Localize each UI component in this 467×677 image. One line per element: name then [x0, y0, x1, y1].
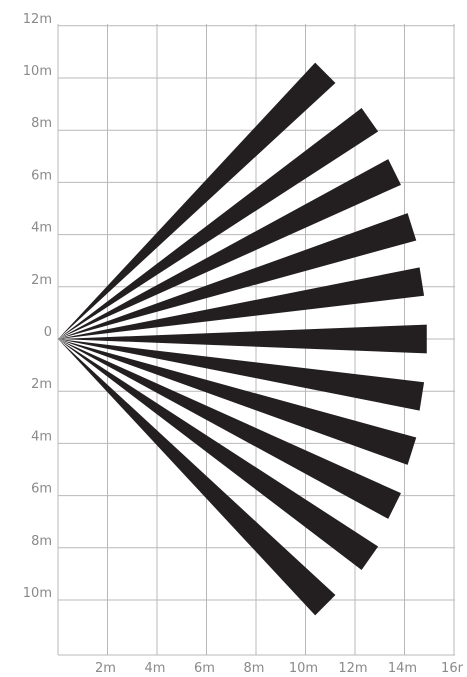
detection-beam [58, 339, 425, 411]
y-tick-label: 10m [23, 586, 52, 601]
x-tick-label: 6m [194, 661, 215, 676]
x-tick-label: 4m [145, 661, 166, 676]
y-tick-label: 4m [31, 429, 52, 444]
detection-beam [58, 159, 401, 339]
y-tick-label: 12m [23, 12, 52, 27]
detection-beam [58, 339, 417, 465]
x-axis-labels: 2m 4m 6m 8m 10m 12m 14m 16r [95, 661, 464, 676]
detection-beam [58, 267, 425, 339]
x-tick-label: 16r [441, 661, 464, 676]
detection-beam [58, 339, 401, 519]
detection-beam [58, 108, 379, 340]
x-tick-label: 12m [338, 661, 367, 676]
y-tick-label: 6m [31, 168, 52, 183]
y-tick-label: 4m [31, 221, 52, 236]
detection-beam [58, 62, 336, 340]
x-tick-label: 8m [244, 661, 265, 676]
y-axis-labels: 12m 10m 8m 6m 4m 2m 0 2m 4m 6m 8m 10m [23, 12, 52, 601]
x-tick-label: 10m [289, 661, 318, 676]
y-tick-label: 8m [31, 534, 52, 549]
y-tick-label: 2m [31, 377, 52, 392]
x-tick-label: 14m [388, 661, 417, 676]
y-tick-label: 10m [23, 64, 52, 79]
x-tick-label: 2m [95, 661, 116, 676]
detection-beam [58, 339, 379, 570]
beam-group [58, 62, 427, 616]
y-tick-label: 2m [31, 273, 52, 288]
detection-beam [58, 324, 427, 354]
detection-beam [58, 213, 417, 339]
y-tick-label: 8m [31, 116, 52, 131]
y-tick-label: 0 [44, 325, 52, 340]
detection-beam [58, 339, 336, 616]
y-tick-label: 6m [31, 482, 52, 497]
